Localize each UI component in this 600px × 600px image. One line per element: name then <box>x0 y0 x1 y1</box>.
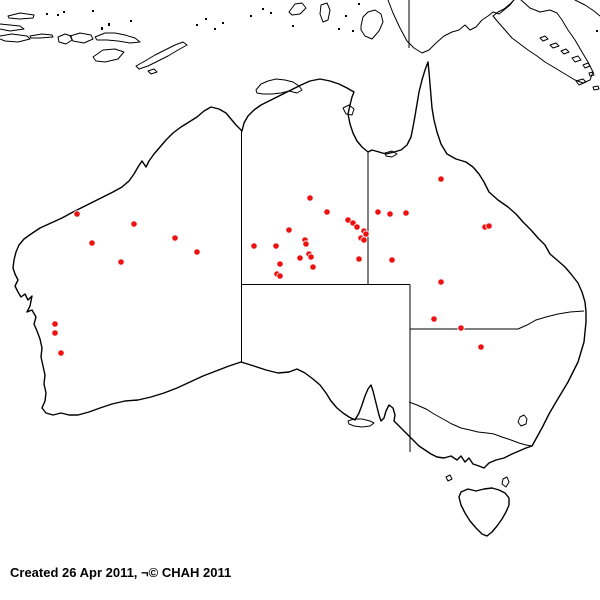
occurrence-point <box>171 234 179 242</box>
islet-outline <box>575 78 587 86</box>
occurrence-point <box>309 263 317 271</box>
new-guinea-southeast-coastline <box>492 0 594 84</box>
tiwi-islands-outline <box>255 78 303 95</box>
nsw-vic-murray-border-line <box>408 401 533 447</box>
islet-outline <box>582 62 591 69</box>
occurrence-point <box>285 226 293 234</box>
island-specks <box>46 3 598 32</box>
islet-outline <box>549 42 560 49</box>
occurrence-point <box>51 320 59 328</box>
occurrence-point <box>57 349 65 357</box>
occurrence-point <box>276 272 284 280</box>
king-island-outline <box>445 474 453 482</box>
png-islets <box>539 35 600 91</box>
island-outline <box>69 32 94 44</box>
tanimbar-outline <box>288 2 307 16</box>
occurrence-point <box>402 209 410 217</box>
occurrence-point <box>360 236 368 244</box>
occurrence-point <box>388 256 396 264</box>
island-outline <box>57 33 73 45</box>
mornington-island-outline <box>384 150 398 158</box>
occurrence-point <box>88 239 96 247</box>
occurrence-point <box>193 248 201 256</box>
occurrence-point <box>430 315 438 323</box>
occurrence-point <box>73 210 81 218</box>
island-outline <box>29 33 54 39</box>
occurrence-point <box>296 254 304 262</box>
occurrence-point <box>353 223 361 231</box>
qld-nsw-border-line <box>410 310 585 330</box>
occurrence-point <box>437 175 445 183</box>
occurrence-point <box>457 324 465 332</box>
occurrence-point <box>276 260 284 268</box>
occurrence-point <box>51 329 59 337</box>
islet-outline <box>592 85 600 91</box>
island-outline <box>7 12 35 20</box>
occurrence-point <box>302 240 310 248</box>
occurrence-point <box>250 242 258 250</box>
island-outline <box>0 33 31 43</box>
occurrence-point <box>386 210 394 218</box>
occurrence-markers <box>51 175 493 357</box>
occurrence-point <box>374 208 382 216</box>
occurrence-point <box>307 253 315 261</box>
islet-outline <box>560 48 570 55</box>
island-outline <box>147 68 158 75</box>
islet-outline <box>571 55 582 63</box>
kai-outline <box>319 2 331 23</box>
groote-eylandt-outline <box>342 104 355 116</box>
occurrence-point <box>306 194 314 202</box>
occurrence-point <box>485 222 493 230</box>
flores-outline <box>94 32 141 44</box>
islet-outline <box>539 35 549 42</box>
tasmania-outline <box>458 487 510 537</box>
mainland-coastline <box>12 61 587 469</box>
occurrence-point <box>437 278 445 286</box>
indonesian-islands <box>0 2 331 75</box>
timor-outline <box>135 41 188 70</box>
sumba-outline <box>92 48 125 63</box>
occurrence-point <box>477 343 485 351</box>
occurrence-point <box>323 208 331 216</box>
island-outline <box>0 23 25 32</box>
occurrence-point <box>355 255 363 263</box>
flinders-island-outline <box>501 476 510 488</box>
occurrence-point <box>117 258 125 266</box>
dolak-island-outline <box>360 9 384 40</box>
new-guinea-west-coastline <box>387 0 515 54</box>
top-right-corner-coastline <box>574 0 600 17</box>
occurrence-point <box>130 220 138 228</box>
map-attribution: Created 26 Apr 2011, ¬© CHAH 2011 <box>10 565 232 580</box>
occurrence-point <box>272 242 280 250</box>
islet-outline <box>588 71 595 77</box>
kangaroo-island-outline <box>347 418 375 428</box>
act-outline <box>517 414 528 427</box>
state-borders <box>241 0 585 452</box>
coastlines <box>0 0 600 537</box>
